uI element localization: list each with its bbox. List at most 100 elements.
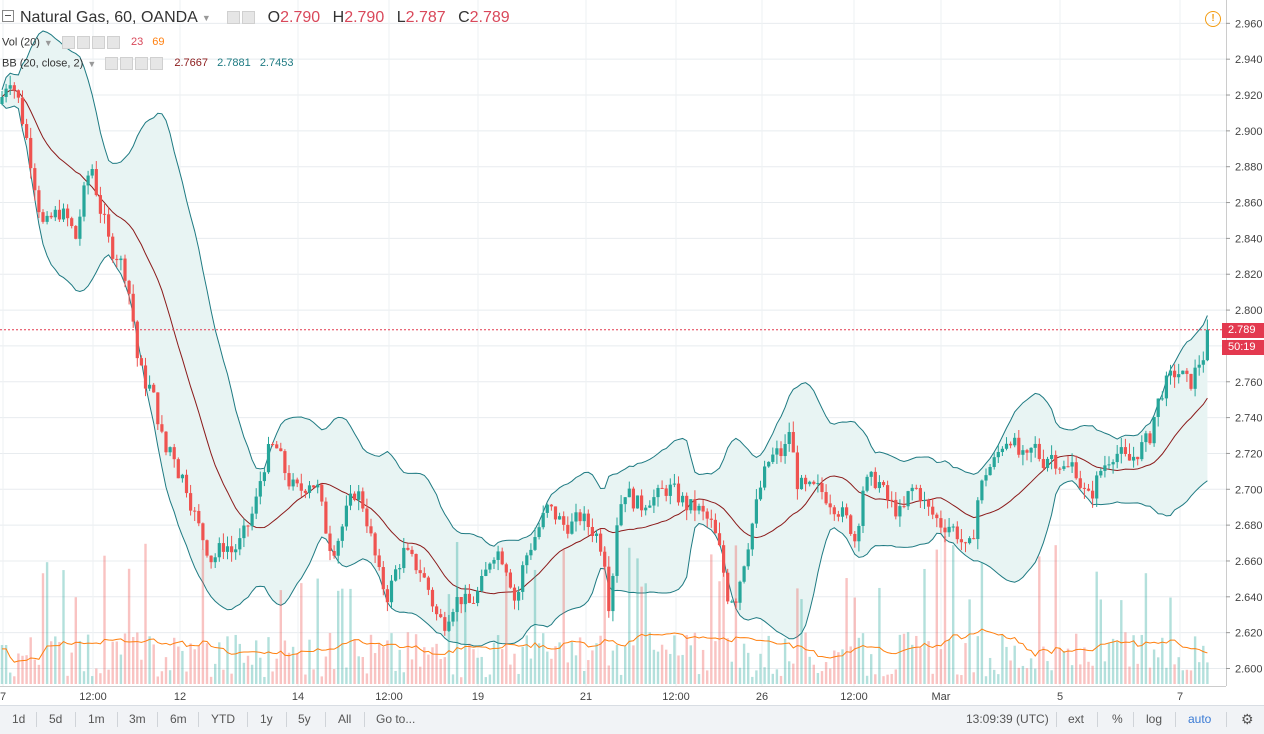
volume-bar bbox=[86, 634, 90, 684]
candle-body bbox=[1148, 433, 1152, 444]
candle-body bbox=[1099, 470, 1103, 476]
bb-lower-value: 2.7453 bbox=[259, 57, 294, 70]
candle-body bbox=[812, 481, 816, 484]
eye-icon[interactable] bbox=[61, 36, 75, 49]
close-icon[interactable] bbox=[106, 36, 120, 49]
log-toggle[interactable]: log bbox=[1146, 712, 1163, 726]
settings-icon[interactable] bbox=[120, 57, 134, 70]
candle-body bbox=[250, 513, 254, 527]
volume-bar bbox=[21, 655, 24, 684]
volume-value-2: 69 bbox=[152, 36, 165, 49]
volume-bar bbox=[390, 633, 393, 684]
candle-body bbox=[1197, 364, 1201, 368]
close-icon[interactable] bbox=[150, 57, 164, 70]
utc-clock[interactable]: 13:09:39 (UTC) bbox=[966, 712, 1049, 726]
candle-body bbox=[603, 551, 607, 567]
gear-icon[interactable]: ⚙ bbox=[1241, 711, 1254, 727]
candle-body bbox=[254, 496, 258, 514]
period-5y[interactable]: 5y bbox=[298, 712, 311, 726]
period-1m[interactable]: 1m bbox=[88, 712, 105, 726]
chevron-down-icon[interactable]: ▼ bbox=[87, 58, 97, 69]
volume-bar bbox=[738, 667, 742, 684]
volume-bar bbox=[775, 669, 779, 684]
candle-body bbox=[1136, 456, 1140, 460]
volume-bar bbox=[509, 664, 512, 684]
volume-bar bbox=[304, 674, 307, 684]
settings-icon[interactable] bbox=[242, 11, 256, 25]
settings-icon[interactable] bbox=[76, 36, 90, 49]
price-axis[interactable]: 2.960 2.940 2.920 2.900 2.880 2.860 2.840 2.820… bbox=[1226, 0, 1263, 686]
volume-bar bbox=[882, 676, 885, 684]
y-tick-label: 2.880 bbox=[1235, 162, 1263, 174]
volume-bar bbox=[964, 643, 967, 684]
period-5d[interactable]: 5d bbox=[49, 712, 63, 726]
candle-body bbox=[262, 472, 266, 482]
volume-bar bbox=[394, 670, 397, 684]
volume-bar bbox=[95, 668, 98, 684]
volume-bar bbox=[1120, 600, 1123, 684]
candle-body bbox=[369, 526, 373, 534]
bb-label[interactable]: BB (20, close, 2) bbox=[2, 57, 84, 70]
candle-body bbox=[1009, 443, 1013, 446]
volume-bar bbox=[599, 635, 602, 684]
volume-bar bbox=[320, 676, 323, 684]
volume-bar bbox=[70, 652, 73, 684]
volume-bar bbox=[168, 670, 172, 684]
price-chart[interactable]: 2.960 2.940 2.920 2.900 2.880 2.860 2.840 2.820… bbox=[0, 0, 1264, 705]
candle-body bbox=[910, 487, 914, 492]
auto-toggle[interactable]: auto bbox=[1188, 712, 1212, 726]
candle-body bbox=[1037, 443, 1041, 460]
candle-body bbox=[586, 513, 590, 528]
volume-bar bbox=[800, 599, 803, 684]
eye-icon[interactable] bbox=[105, 57, 119, 70]
volume-bar bbox=[677, 655, 680, 684]
volume-bar bbox=[894, 669, 897, 684]
candle-body bbox=[890, 499, 894, 501]
candle-body bbox=[623, 497, 627, 505]
candle-body bbox=[307, 485, 312, 493]
volume-bar bbox=[361, 657, 364, 684]
volume-label[interactable]: Vol (20) bbox=[2, 36, 40, 49]
ext-toggle[interactable]: ext bbox=[1068, 712, 1085, 726]
chevron-down-icon[interactable]: ▼ bbox=[201, 12, 211, 23]
period-ytd[interactable]: YTD bbox=[211, 712, 235, 726]
period-3m[interactable]: 3m bbox=[129, 712, 146, 726]
collapse-icon[interactable] bbox=[2, 9, 14, 22]
candle-body bbox=[902, 506, 906, 508]
volume-bar bbox=[993, 669, 996, 684]
candle-body bbox=[947, 526, 951, 533]
candle-body bbox=[771, 454, 775, 462]
time-axis[interactable]: 7 12:00 12 14 12:00 19 21 12:00 26 12:00 Mar 5 7 bbox=[0, 686, 1226, 704]
candle-body bbox=[894, 499, 898, 517]
add-icon[interactable] bbox=[91, 36, 105, 49]
warning-icon[interactable]: ! bbox=[1205, 11, 1221, 27]
period-1d[interactable]: 1d bbox=[12, 712, 26, 726]
volume-bar bbox=[1177, 657, 1180, 684]
candle-body bbox=[25, 124, 29, 138]
volume-bar bbox=[82, 671, 86, 684]
candle-body bbox=[853, 533, 857, 542]
candle-body bbox=[221, 543, 225, 552]
candle-body bbox=[135, 321, 139, 359]
candle-body bbox=[414, 554, 418, 571]
candle-body bbox=[709, 518, 713, 520]
percent-toggle[interactable]: % bbox=[1112, 712, 1123, 726]
period-6m[interactable]: 6m bbox=[170, 712, 187, 726]
volume-bar bbox=[66, 675, 69, 684]
chevron-down-icon[interactable]: ▼ bbox=[43, 37, 53, 48]
candle-body bbox=[865, 476, 869, 491]
volume-bar bbox=[267, 637, 270, 684]
candle-body bbox=[963, 542, 968, 544]
eye-icon[interactable] bbox=[227, 11, 241, 25]
symbol-title[interactable]: Natural Gas, 60, OANDA bbox=[20, 9, 198, 26]
period-1y[interactable]: 1y bbox=[260, 712, 273, 726]
goto-button[interactable]: Go to... bbox=[376, 712, 416, 726]
y-tick-label: 2.820 bbox=[1235, 269, 1263, 281]
x-tick-label: 5 bbox=[1057, 691, 1063, 703]
add-icon[interactable] bbox=[135, 57, 149, 70]
volume-bar bbox=[406, 632, 410, 684]
volume-bar bbox=[402, 672, 405, 684]
candle-body bbox=[881, 482, 886, 486]
candle-body bbox=[1029, 447, 1033, 453]
period-all[interactable]: All bbox=[338, 712, 352, 726]
